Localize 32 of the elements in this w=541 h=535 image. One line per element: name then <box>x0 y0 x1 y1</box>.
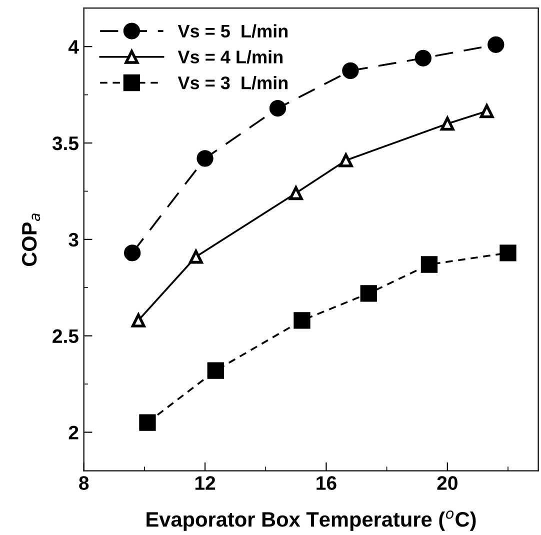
point <box>414 50 432 66</box>
x-tick-label: 12 <box>195 476 216 490</box>
legend-label: Vs = 5 L/min <box>178 24 288 38</box>
point <box>139 414 156 431</box>
legend-label: Vs = 4 L/min <box>178 50 282 64</box>
point <box>124 244 141 262</box>
point <box>500 244 516 262</box>
y-tick-label: 3 <box>68 232 78 247</box>
y-axis-title: COP$_{a}$ <box>22 214 40 266</box>
point <box>196 150 214 167</box>
point <box>480 104 494 118</box>
point <box>420 256 438 273</box>
point <box>360 285 377 302</box>
point <box>131 313 146 328</box>
y-tick-label: 4 <box>68 40 79 54</box>
y-tick-label: 3.5 <box>52 136 78 150</box>
x-tick-label: 20 <box>437 476 458 490</box>
point <box>269 100 286 117</box>
y-tick-label: 2.5 <box>52 329 78 344</box>
x-axis-title: Evaporator Box Temperature ($^{o}$C) <box>146 510 476 531</box>
point <box>440 116 454 131</box>
legend-label: Vs = 3 L/min <box>178 76 288 90</box>
y-tick-label: 2 <box>68 426 78 440</box>
point <box>488 36 504 53</box>
x-tick-label: 16 <box>316 476 336 490</box>
point <box>294 312 310 329</box>
point <box>207 362 224 379</box>
point <box>288 186 303 200</box>
point <box>342 62 359 80</box>
x-tick-label: 8 <box>79 476 89 490</box>
point <box>189 250 203 264</box>
point <box>338 153 353 168</box>
